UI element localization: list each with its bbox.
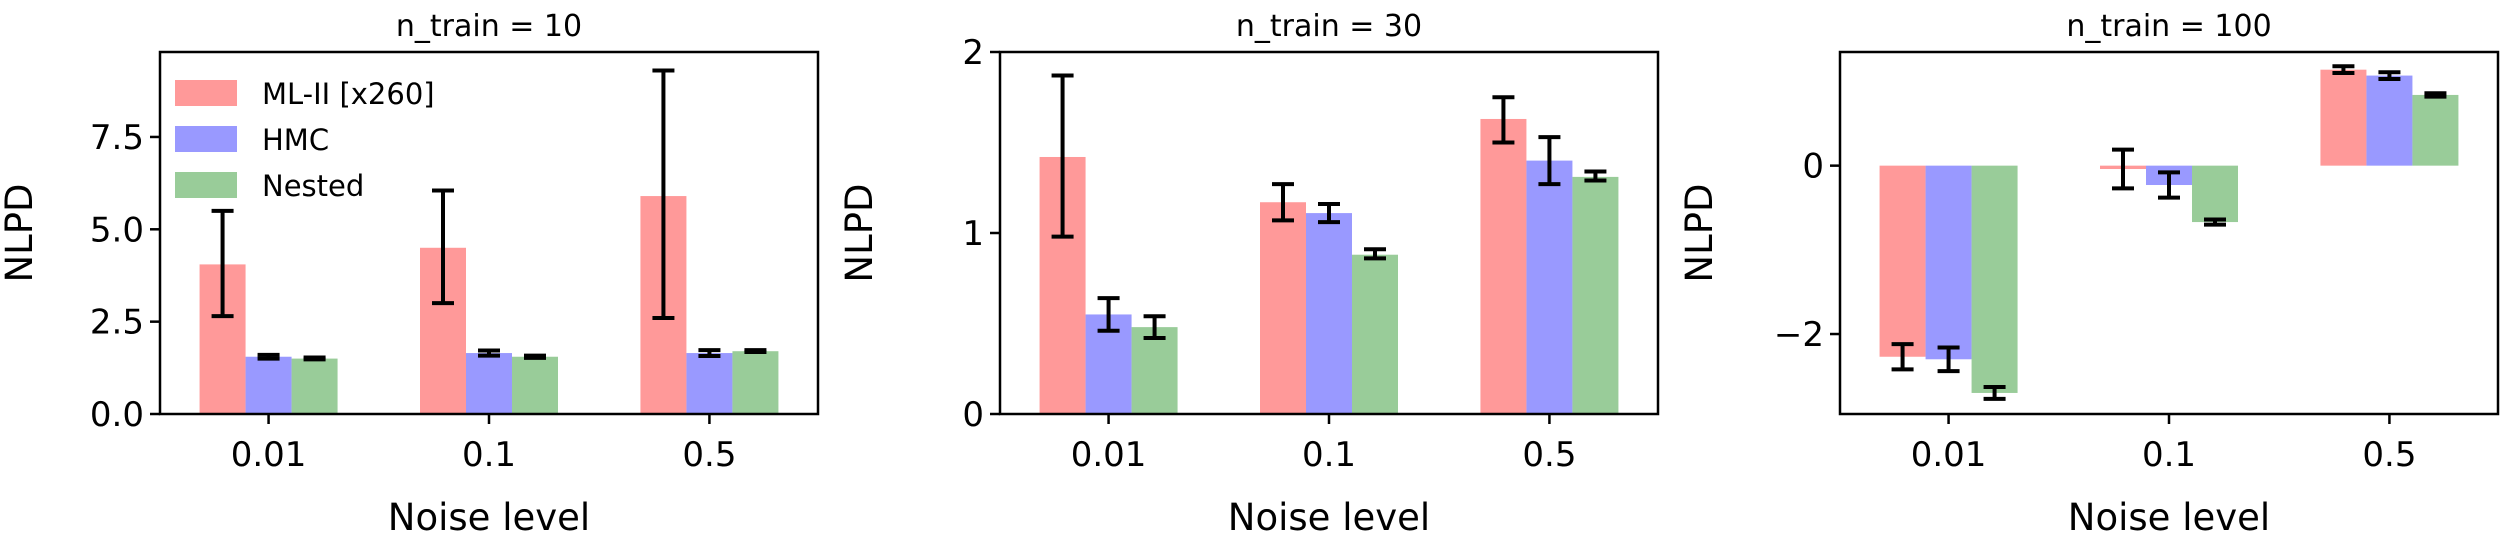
y-axis-label: NLPD bbox=[838, 183, 881, 282]
bar-ml-ii-x260-0-1 bbox=[1260, 202, 1306, 414]
errorbar-ml-ii-x260-0-5 bbox=[2332, 64, 2355, 76]
bar-nested-0-01 bbox=[291, 358, 338, 414]
bar-ml-ii-x260-0-5 bbox=[2320, 69, 2367, 166]
errorbar-hmc-0-5 bbox=[1538, 135, 1561, 187]
chart-title: n_train = 30 bbox=[1236, 9, 1422, 44]
bar-nested-0-1 bbox=[512, 356, 558, 414]
errorbar-nested-0-1 bbox=[1364, 247, 1386, 261]
x-tick-label: 0.1 bbox=[462, 435, 516, 475]
panel-n-train-100: −2 0 0.01 0.1 0.5 n_train = 100 Noise level NLP… bbox=[1678, 9, 2500, 535]
x-tick-label: 0.5 bbox=[682, 435, 736, 475]
y-axis-label: NLPD bbox=[1678, 183, 1721, 282]
y-tick-label: 0 bbox=[962, 395, 984, 435]
y-tick-label: 0.0 bbox=[90, 395, 144, 435]
errorbar-hmc-0-01 bbox=[1097, 296, 1120, 333]
x-axis-label: Noise level bbox=[1228, 496, 1430, 535]
errorbar-ml-ii-x260-0-1 bbox=[432, 188, 454, 306]
y-tick-label: −2 bbox=[1774, 315, 1824, 355]
errorbar-ml-ii-x260-0-01 bbox=[1051, 73, 1074, 239]
y-axis-label: NLPD bbox=[0, 183, 41, 282]
bar-nested-0-5 bbox=[2412, 94, 2459, 166]
y-tick-label: 2.5 bbox=[90, 303, 144, 343]
errorbar-nested-0-1 bbox=[2204, 217, 2226, 227]
bar-nested-0-1 bbox=[2192, 165, 2238, 223]
x-axis-label: Noise level bbox=[2068, 496, 2270, 535]
x-tick-label: 0.1 bbox=[2142, 435, 2196, 475]
errorbar-ml-ii-x260-0-1 bbox=[2112, 147, 2134, 191]
bar-hmc-0-01 bbox=[1925, 165, 1972, 360]
errorbar-nested-0-5 bbox=[744, 348, 767, 354]
x-tick-label: 0.5 bbox=[2362, 435, 2416, 475]
bar-hmc-0-1 bbox=[466, 353, 512, 414]
errorbar-nested-0-01 bbox=[303, 355, 326, 362]
errorbar-ml-ii-x260-0-5 bbox=[652, 68, 675, 320]
bar-hmc-0-5 bbox=[2366, 75, 2413, 166]
legend-swatch-nested bbox=[175, 172, 237, 198]
bar-hmc-0-1 bbox=[1306, 213, 1352, 414]
legend: ML-II [x260] HMC Nested bbox=[175, 77, 435, 203]
bar-nested-0-01 bbox=[1131, 327, 1178, 414]
errorbar-nested-0-01 bbox=[1143, 314, 1166, 340]
errorbar-nested-0-01 bbox=[1983, 385, 2006, 401]
panel-n-train-30: 0 1 2 0.01 0.1 0.5 n_train = 30 Noise level NLPD bbox=[838, 9, 1660, 535]
errorbar-hmc-0-5 bbox=[698, 348, 721, 359]
bar-hmc-0-01 bbox=[245, 356, 292, 414]
errorbar-hmc-0-5 bbox=[2378, 70, 2401, 81]
bar-ml-ii-x260-0-5 bbox=[1480, 118, 1527, 414]
x-tick-label: 0.01 bbox=[1911, 435, 1987, 475]
chart-title: n_train = 100 bbox=[2066, 9, 2271, 44]
errorbar-ml-ii-x260-0-1 bbox=[1272, 182, 1294, 223]
errorbar-hmc-0-1 bbox=[1318, 202, 1340, 225]
y-tick-label: 2 bbox=[962, 33, 984, 73]
bar-ml-ii-x260-0-01 bbox=[1879, 165, 1926, 357]
x-tick-label: 0.01 bbox=[1071, 435, 1147, 475]
bar-hmc-0-5 bbox=[686, 353, 733, 414]
bar-nested-0-01 bbox=[1971, 165, 2018, 393]
legend-label-hmc: HMC bbox=[262, 123, 329, 157]
errorbar-hmc-0-01 bbox=[1937, 345, 1960, 374]
errorbar-ml-ii-x260-0-01 bbox=[211, 208, 234, 319]
bar-nested-0-5 bbox=[732, 351, 779, 414]
errorbar-ml-ii-x260-0-5 bbox=[1492, 95, 1515, 145]
errorbar-nested-0-5 bbox=[1584, 169, 1607, 183]
errorbar-hmc-0-1 bbox=[2158, 170, 2180, 200]
x-tick-label: 0.01 bbox=[231, 435, 307, 475]
errorbar-nested-0-1 bbox=[524, 353, 546, 360]
x-tick-label: 0.5 bbox=[1522, 435, 1576, 475]
legend-label-ml-ii-x260: ML-II [x260] bbox=[262, 77, 435, 111]
errorbar-ml-ii-x260-0-01 bbox=[1891, 342, 1914, 372]
panel-n-train-10: 0.0 2.5 5.0 7.5 0.01 0.1 0.5 n_train = 10 Noise … bbox=[0, 9, 820, 535]
errorbar-hmc-0-01 bbox=[257, 352, 280, 361]
y-tick-label: 5.0 bbox=[90, 210, 144, 250]
bar-hmc-0-5 bbox=[1526, 160, 1573, 414]
y-tick-label: 1 bbox=[962, 214, 984, 254]
errorbar-hmc-0-1 bbox=[478, 348, 500, 358]
x-tick-label: 0.1 bbox=[1302, 435, 1356, 475]
bar-nested-0-5 bbox=[1572, 176, 1619, 414]
x-axis-label: Noise level bbox=[388, 496, 590, 535]
bar-nested-0-1 bbox=[1352, 254, 1398, 414]
y-tick-label: 7.5 bbox=[90, 118, 144, 158]
legend-swatch-ml-ii-x260 bbox=[175, 80, 237, 106]
chart-title: n_train = 10 bbox=[396, 9, 582, 44]
y-tick-label: 0 bbox=[1802, 147, 1824, 187]
legend-label-nested: Nested bbox=[262, 169, 364, 203]
legend-swatch-hmc bbox=[175, 126, 237, 152]
errorbar-nested-0-5 bbox=[2424, 91, 2447, 99]
